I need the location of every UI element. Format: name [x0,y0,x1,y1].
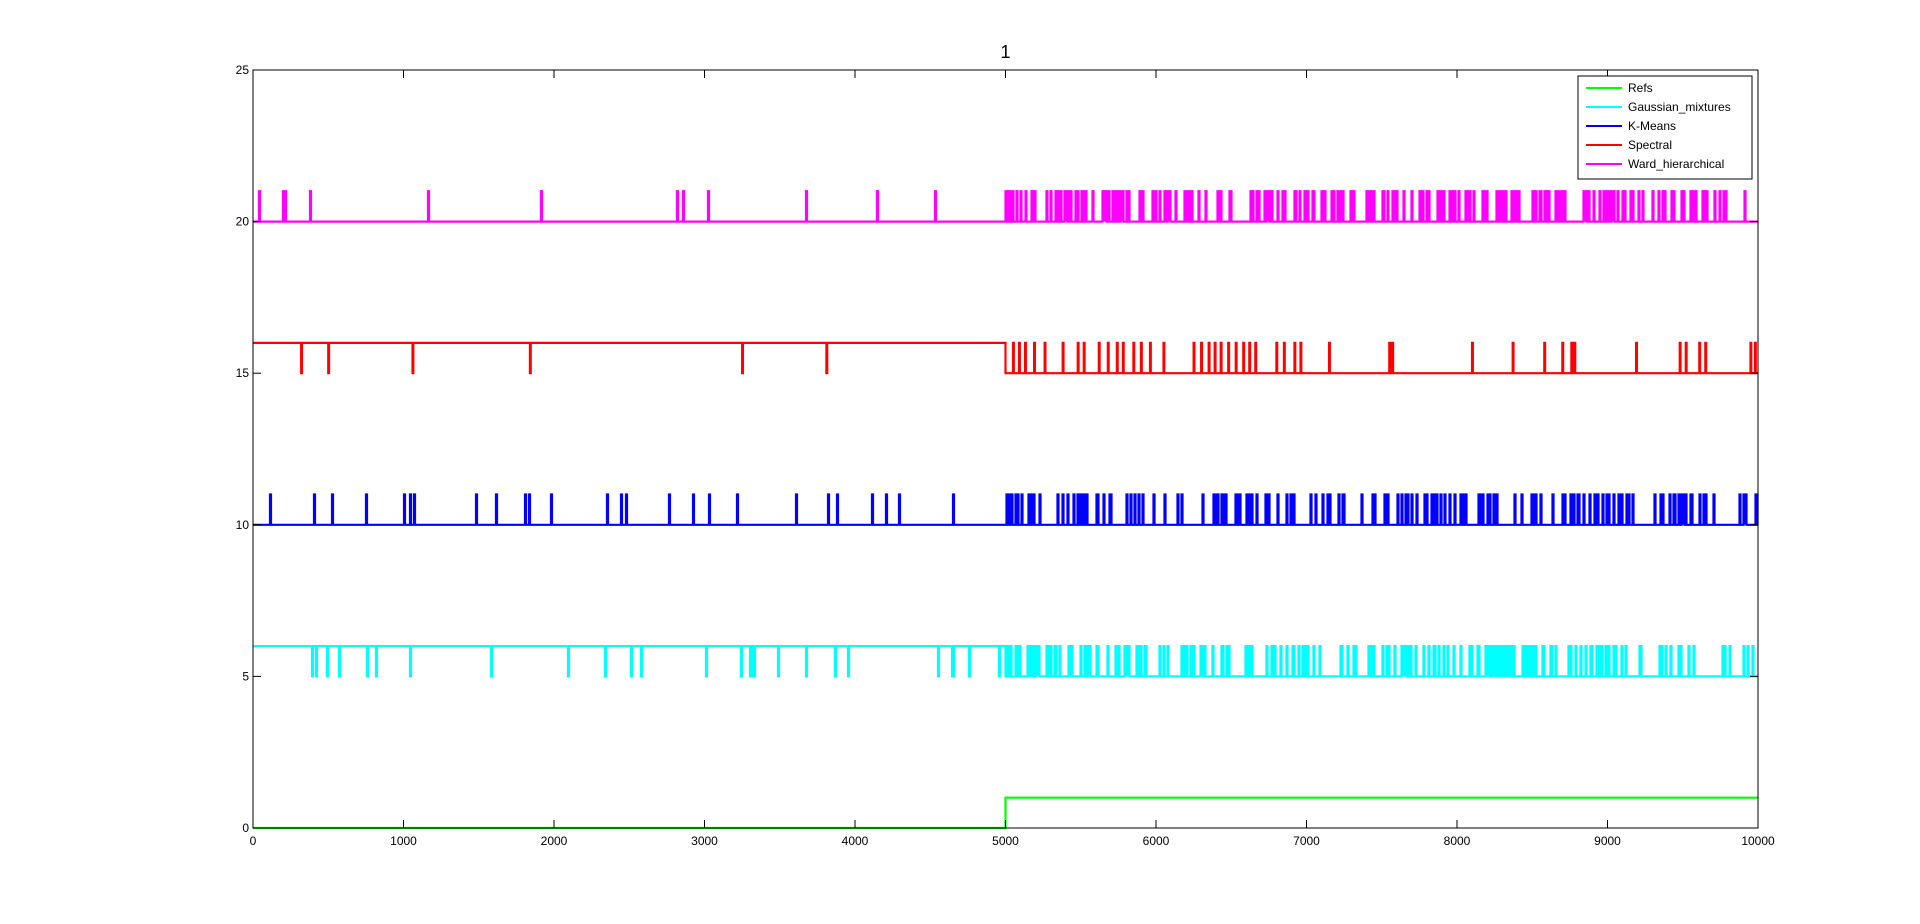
series-line-k-means [253,493,1759,526]
x-tick-label: 3000 [691,834,718,848]
x-tick-label: 1000 [390,834,417,848]
legend-label-spectral: Spectral [1628,138,1672,152]
y-tick-label: 5 [242,669,249,683]
legend: Refs Gaussian_mixtures K-Means Spectral Ward… [1577,75,1753,180]
x-tick-label: 10000 [1741,834,1775,848]
y-tick-label: 25 [236,63,250,77]
series-line-spectral [253,341,1758,375]
x-tick-label: 9000 [1594,834,1621,848]
series-ward-hierarchical [253,190,1758,223]
series-layer [253,190,1759,830]
series-gaussian-mixtures [253,644,1758,678]
legend-label-refs: Refs [1628,81,1653,95]
y-tick-label: 0 [242,821,249,835]
y-tick-label: 10 [236,518,250,532]
legend-label-ward-hierarchical: Ward_hierarchical [1628,157,1724,171]
legend-label-gaussian-mixtures: Gaussian_mixtures [1628,100,1731,114]
series-k-means [253,493,1759,526]
y-tick-label: 20 [236,215,250,229]
x-tick-label: 0 [250,834,257,848]
series-line-ward-hierarchical [253,190,1758,223]
chart-title: 1 [1000,42,1010,62]
y-tick-label: 15 [236,366,250,380]
x-tick-label: 6000 [1143,834,1170,848]
legend-box [1577,75,1753,180]
plot-area [253,70,1758,828]
x-tick-label: 4000 [842,834,869,848]
x-tick-label: 8000 [1444,834,1471,848]
axes-layer: 0 1000 2000 3000 4000 5000 6000 7000 8000 9000 100… [236,63,1775,848]
legend-label-k-means: K-Means [1628,119,1676,133]
x-tick-label: 7000 [1293,834,1320,848]
x-tick-label: 2000 [541,834,568,848]
series-line-gaussian-mixtures [253,644,1758,678]
series-spectral [253,341,1758,375]
x-tick-label: 5000 [992,834,1019,848]
